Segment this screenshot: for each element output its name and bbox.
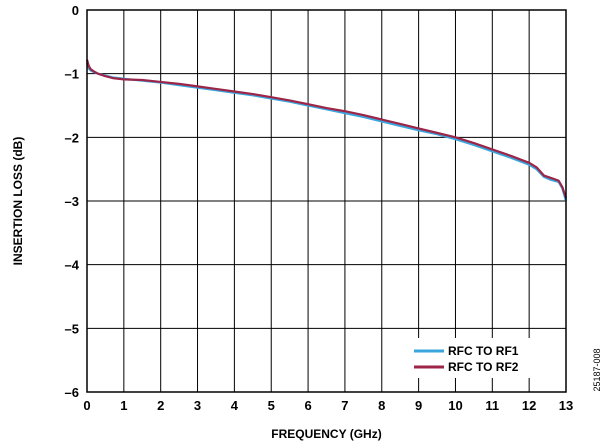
- legend: RFC TO RF1 RFC TO RF2: [410, 338, 560, 378]
- x-tick-label: 7: [341, 398, 348, 413]
- y-tick-label: –3: [65, 194, 79, 209]
- y-tick-label: –1: [65, 67, 79, 82]
- series-line-2: [85, 59, 568, 199]
- plot-frame: [86, 9, 567, 393]
- x-axis-label: FREQUENCY (GHz): [271, 427, 381, 441]
- legend-label-rfc-to-rf1: RFC TO RF1: [448, 344, 519, 358]
- x-tick-label: 2: [157, 398, 164, 413]
- x-tick-label: 5: [268, 398, 275, 413]
- y-tick-label: –5: [65, 321, 79, 336]
- x-tick-label: 9: [415, 398, 422, 413]
- series-line-1: [85, 62, 568, 202]
- y-tick-label: –4: [65, 258, 80, 273]
- x-tick-label: 6: [304, 398, 311, 413]
- x-tick-label: 10: [448, 398, 462, 413]
- x-tick-label: 11: [485, 398, 499, 413]
- legend-label-rfc-to-rf2: RFC TO RF2: [448, 360, 519, 374]
- legend-background: [410, 338, 560, 378]
- x-tick-label: 8: [378, 398, 385, 413]
- series-lines: [85, 59, 568, 202]
- grid: [86, 9, 567, 393]
- x-tick-label: 4: [231, 398, 239, 413]
- figure-id: 25187-008: [592, 348, 602, 391]
- y-tick-labels: 0 –1 –2 –3 –4 –5 –6: [65, 3, 80, 400]
- x-tick-label: 13: [559, 398, 573, 413]
- x-tick-label: 1: [120, 398, 127, 413]
- x-tick-label: 3: [194, 398, 201, 413]
- x-tick-labels: 0 1 2 3 4 5 6 7 8 9 10 11 12 13: [83, 398, 573, 413]
- y-tick-label: –6: [65, 385, 79, 400]
- y-axis-label: INSERTION LOSS (dB): [11, 137, 25, 266]
- x-tick-label: 0: [83, 398, 90, 413]
- x-tick-label: 12: [522, 398, 536, 413]
- y-tick-label: 0: [72, 3, 79, 18]
- y-tick-label: –2: [65, 130, 79, 145]
